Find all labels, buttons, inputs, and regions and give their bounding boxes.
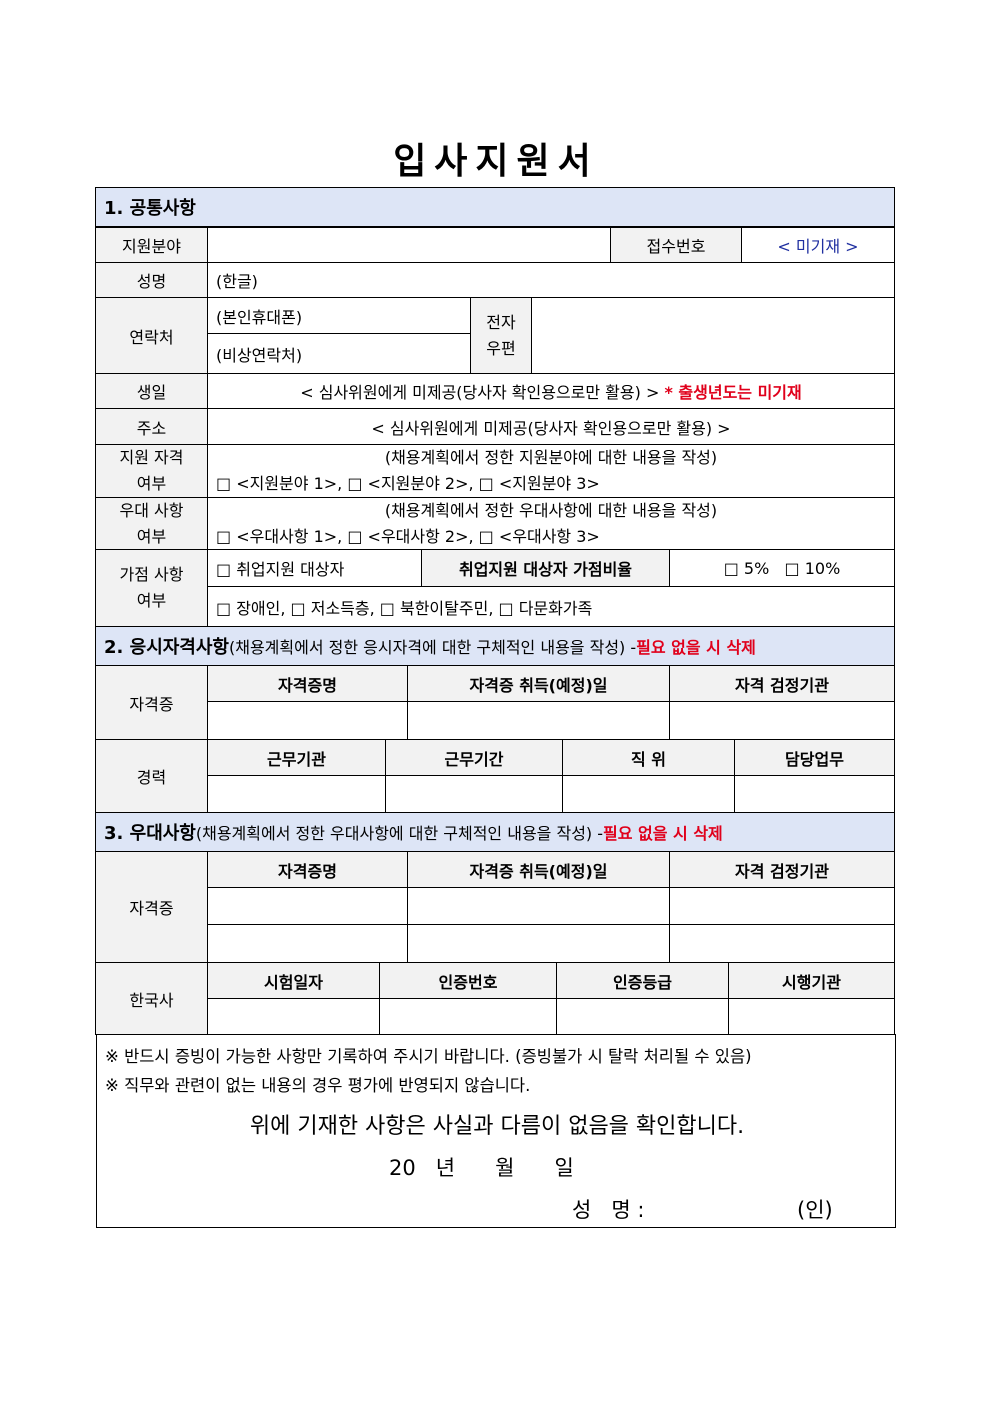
bonus-other-options[interactable]: □ 장애인, □ 저소득층, □ 북한이탈주민, □ 다문화가족 bbox=[207, 586, 895, 627]
section1-header: 1. 공통사항 bbox=[95, 187, 895, 227]
history-label: 한국사 bbox=[95, 962, 208, 1035]
field-label: 지원분야 bbox=[95, 227, 208, 263]
name-input[interactable]: (한글) bbox=[207, 262, 895, 298]
note-evidence: ※ 반드시 증빙이 가능한 사항만 기록하여 주시기 바랍니다. (증빙불가 시… bbox=[105, 1047, 752, 1066]
s3-cert-input[interactable] bbox=[207, 924, 408, 963]
bonus-employment-checkbox[interactable]: □ 취업지원 대상자 bbox=[207, 549, 422, 587]
section2-title: 2. 응시자격사항 bbox=[104, 637, 229, 658]
history-col: 인증등급 bbox=[556, 962, 729, 999]
s3-cert-input[interactable] bbox=[407, 924, 670, 963]
email-input[interactable] bbox=[531, 297, 895, 374]
history-input[interactable] bbox=[728, 998, 895, 1035]
career-col: 근무기간 bbox=[385, 739, 563, 776]
s2-cert-input[interactable] bbox=[207, 701, 408, 740]
section2-warning: 필요 없을 시 삭제 bbox=[636, 638, 756, 657]
email-label-line2: 우편 bbox=[486, 338, 516, 358]
email-label-line1: 전자 bbox=[486, 312, 516, 332]
s2-cert-col: 자격 검정기관 bbox=[669, 665, 895, 702]
bonus-ratio-label: 취업지원 대상자 가점비율 bbox=[421, 549, 670, 587]
qual-label-line1: 지원 자격 bbox=[119, 448, 184, 467]
history-col: 시행기관 bbox=[728, 962, 895, 999]
document-title: 입사지원서 bbox=[393, 141, 599, 182]
pref-note: (채용계획에서 정한 우대사항에 대한 내용을 작성) bbox=[384, 500, 718, 520]
preference-cell: (채용계획에서 정한 우대사항에 대한 내용을 작성) □ <우대사항 1>, … bbox=[207, 497, 895, 550]
s3-cert-col: 자격증명 bbox=[207, 851, 408, 888]
declaration-text: 위에 기재한 사항은 사실과 다름이 없음을 확인합니다. bbox=[249, 1114, 745, 1139]
phone-input[interactable]: (본인휴대폰) bbox=[207, 297, 471, 334]
career-col: 근무기관 bbox=[207, 739, 386, 776]
career-input[interactable] bbox=[207, 775, 386, 813]
career-col: 담당업무 bbox=[734, 739, 895, 776]
career-input[interactable] bbox=[562, 775, 735, 813]
career-col: 직 위 bbox=[562, 739, 735, 776]
bonus-label-line2: 여부 bbox=[136, 591, 167, 610]
qual-label-line2: 여부 bbox=[136, 474, 167, 493]
history-input[interactable] bbox=[207, 998, 380, 1035]
declaration-box: ※ 반드시 증빙이 가능한 사항만 기록하여 주시기 바랍니다. (증빙불가 시… bbox=[96, 1034, 896, 1228]
history-input[interactable] bbox=[556, 998, 729, 1035]
history-input[interactable] bbox=[379, 998, 557, 1035]
birth-label: 생일 bbox=[95, 373, 208, 409]
section3-header: 3. 우대사항 (채용계획에서 정한 우대사항에 대한 구체적인 내용을 작성) … bbox=[95, 812, 895, 852]
date-line[interactable]: 20 년 월 일 bbox=[389, 1156, 574, 1180]
birth-cell[interactable]: < 심사위원에게 미제공(당사자 확인용으로만 활용) > * 출생년도는 미기… bbox=[207, 373, 895, 409]
section2-header: 2. 응시자격사항 (채용계획에서 정한 응시자격에 대한 구체적인 내용을 작성… bbox=[95, 626, 895, 666]
note-relevance: ※ 직무와 관련이 없는 내용의 경우 평가에 반영되지 않습니다. bbox=[105, 1076, 531, 1095]
seal-mark[interactable]: (인) bbox=[797, 1198, 833, 1222]
section3-sub: (채용계획에서 정한 우대사항에 대한 구체적인 내용을 작성) - bbox=[195, 824, 604, 843]
receipt-label: 접수번호 bbox=[610, 227, 742, 263]
s3-cert-col: 자격증 취득(예정)일 bbox=[407, 851, 670, 888]
history-col: 시험일자 bbox=[207, 962, 380, 999]
career-input[interactable] bbox=[385, 775, 563, 813]
qualification-cell: (채용계획에서 정한 지원분야에 대한 내용을 작성) □ <지원분야 1>, … bbox=[207, 444, 895, 498]
pref-label-line2: 여부 bbox=[136, 526, 167, 546]
receipt-value: < 미기재 > bbox=[741, 227, 895, 263]
signature-label: 성 명 : bbox=[572, 1198, 645, 1222]
s3-cert-input[interactable] bbox=[207, 887, 408, 925]
birth-note: < 심사위원에게 미제공(당사자 확인용으로만 활용) > bbox=[300, 383, 660, 402]
s2-cert-input[interactable] bbox=[407, 701, 670, 740]
section3-title: 3. 우대사항 bbox=[104, 823, 196, 844]
s3-cert-input[interactable] bbox=[669, 924, 895, 963]
field-input[interactable] bbox=[207, 227, 611, 263]
contact-label: 연락처 bbox=[95, 297, 208, 374]
bonus-label: 가점 사항 여부 bbox=[95, 549, 208, 627]
section3-warning: 필요 없을 시 삭제 bbox=[603, 824, 723, 843]
s2-cert-col: 자격증명 bbox=[207, 665, 408, 702]
bonus-label-line1: 가점 사항 bbox=[119, 565, 184, 584]
s2-cert-col: 자격증 취득(예정)일 bbox=[407, 665, 670, 702]
s3-cert-input[interactable] bbox=[407, 887, 670, 925]
pref-label-line1: 우대 사항 bbox=[119, 500, 184, 520]
bonus-ratio-options[interactable]: □ 5% □ 10% bbox=[669, 549, 895, 587]
career-label: 경력 bbox=[95, 739, 208, 813]
pref-options[interactable]: □ <우대사항 1>, □ <우대사항 2>, □ <우대사항 3> bbox=[216, 526, 600, 546]
s3-cert-col: 자격 검정기관 bbox=[669, 851, 895, 888]
s3-cert-input[interactable] bbox=[669, 887, 895, 925]
history-col: 인증번호 bbox=[379, 962, 557, 999]
emergency-phone-input[interactable]: (비상연락처) bbox=[207, 333, 471, 374]
career-input[interactable] bbox=[734, 775, 895, 813]
s2-cert-input[interactable] bbox=[669, 701, 895, 740]
s3-cert-label: 자격증 bbox=[95, 851, 208, 963]
name-label: 성명 bbox=[95, 262, 208, 298]
email-label: 전자 우편 bbox=[470, 297, 532, 374]
s2-cert-label: 자격증 bbox=[95, 665, 208, 740]
qual-options[interactable]: □ <지원분야 1>, □ <지원분야 2>, □ <지원분야 3> bbox=[216, 474, 600, 493]
qual-note: (채용계획에서 정한 지원분야에 대한 내용을 작성) bbox=[384, 448, 718, 467]
address-label: 주소 bbox=[95, 408, 208, 445]
qualification-label: 지원 자격 여부 bbox=[95, 444, 208, 498]
address-note[interactable]: < 심사위원에게 미제공(당사자 확인용으로만 활용) > bbox=[207, 408, 895, 445]
section2-sub: (채용계획에서 정한 응시자격에 대한 구체적인 내용을 작성) - bbox=[229, 638, 637, 657]
birth-warning: * 출생년도는 미기재 bbox=[664, 383, 802, 402]
preference-label: 우대 사항 여부 bbox=[95, 497, 208, 550]
